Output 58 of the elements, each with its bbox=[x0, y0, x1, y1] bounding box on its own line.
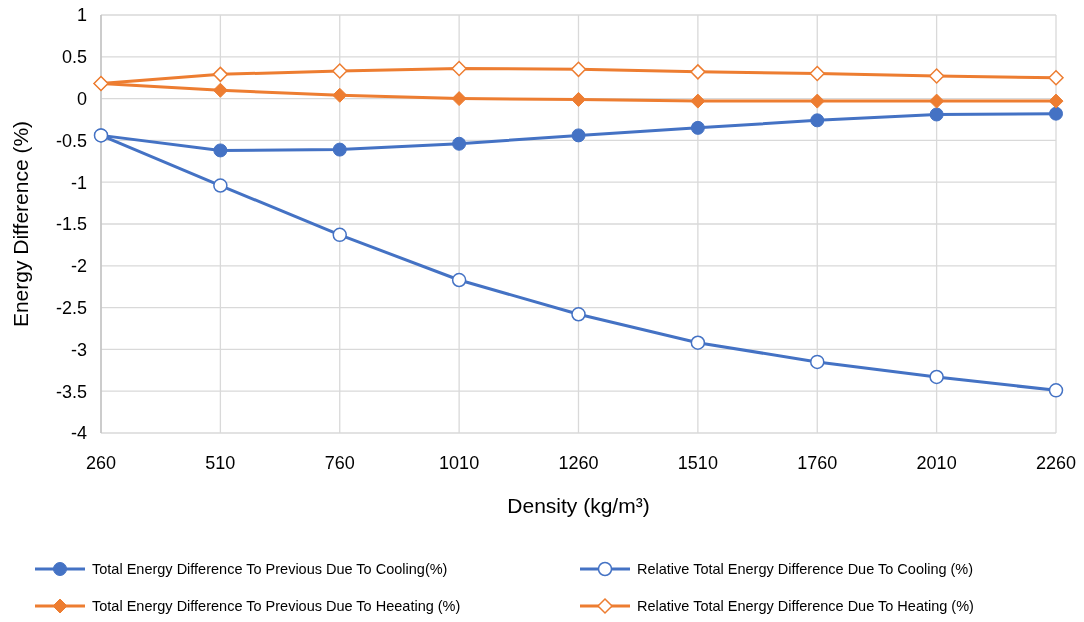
point bbox=[332, 227, 347, 243]
point bbox=[212, 82, 228, 98]
y-axis-title: Energy Difference (%) bbox=[9, 120, 32, 328]
point bbox=[451, 91, 467, 107]
point bbox=[451, 272, 467, 288]
point bbox=[213, 143, 228, 158]
y-tick-label: -3 bbox=[70, 339, 87, 360]
point bbox=[1048, 93, 1064, 109]
x-tick-label: 510 bbox=[205, 453, 236, 473]
y-tick-label: 1 bbox=[76, 5, 87, 26]
x-tick-label: 1760 bbox=[797, 453, 838, 473]
y-tick-label: -1 bbox=[70, 172, 87, 193]
point bbox=[571, 307, 586, 322]
legend-label: Relative Total Energy Difference Due To Cooling (%) bbox=[637, 561, 974, 578]
x-tick-label: 1260 bbox=[558, 453, 599, 473]
point bbox=[332, 142, 347, 157]
point bbox=[1048, 383, 1064, 398]
y-tick-label: -2 bbox=[70, 256, 87, 277]
x-tick-label: 2260 bbox=[1035, 453, 1077, 473]
point bbox=[810, 354, 825, 370]
point bbox=[213, 178, 228, 193]
y-tick-label: -4 bbox=[70, 423, 87, 444]
point bbox=[929, 93, 945, 109]
y-tick-label: 0 bbox=[76, 88, 87, 109]
point bbox=[571, 128, 586, 143]
legend-label: Relative Total Energy Difference Due To Heating (%) bbox=[637, 598, 974, 615]
point bbox=[571, 91, 586, 107]
point bbox=[809, 65, 825, 82]
point bbox=[1049, 106, 1063, 121]
x-tick-label: 1510 bbox=[677, 453, 718, 473]
point bbox=[690, 335, 706, 350]
point bbox=[690, 64, 706, 80]
x-tick-label: 2010 bbox=[916, 453, 957, 473]
point bbox=[212, 66, 229, 83]
y-tick-label: 0.5 bbox=[61, 47, 87, 68]
point bbox=[452, 136, 467, 151]
point bbox=[332, 63, 348, 79]
point bbox=[451, 60, 467, 77]
x-tick-label: 1010 bbox=[439, 453, 480, 473]
x-tick-label: 760 bbox=[324, 453, 355, 473]
point bbox=[332, 87, 348, 103]
point bbox=[690, 93, 706, 109]
y-tick-label: -0.5 bbox=[55, 130, 87, 151]
point bbox=[809, 93, 825, 109]
point bbox=[929, 107, 944, 122]
x-axis-title: Density (kg/m³) bbox=[507, 494, 650, 517]
legend-label: Total Energy Difference To Previous Due To Heeating (%) bbox=[92, 598, 461, 615]
y-tick-label: -2.5 bbox=[55, 297, 87, 318]
point bbox=[1048, 69, 1064, 86]
point bbox=[929, 369, 944, 385]
y-tick-label: -1.5 bbox=[55, 214, 87, 235]
point bbox=[690, 120, 705, 135]
x-tick-label: 260 bbox=[85, 453, 117, 473]
point bbox=[570, 61, 587, 78]
legend-label: Total Energy Difference To Previous Due To Cooling(%) bbox=[92, 561, 448, 578]
y-tick-label: -3.5 bbox=[55, 381, 87, 402]
point bbox=[928, 68, 945, 84]
point bbox=[810, 113, 825, 128]
